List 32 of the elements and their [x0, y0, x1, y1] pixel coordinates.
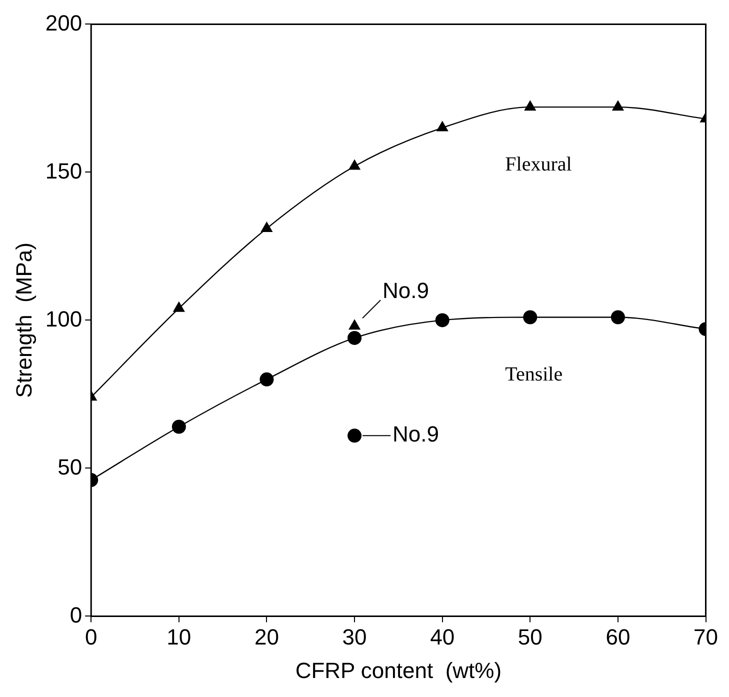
point — [524, 100, 536, 111]
text: Tensile — [505, 363, 563, 386]
annotation: No.9 — [392, 422, 440, 447]
y-axis-title: Strength (MPa) — [11, 242, 36, 398]
point — [436, 120, 448, 132]
x-tick-label: 60 — [606, 624, 630, 650]
x-tick-label: 50 — [518, 624, 542, 650]
point — [260, 221, 273, 232]
x-tick-label: 40 — [430, 624, 455, 650]
x-tick-label: 10 — [166, 624, 192, 650]
point — [523, 310, 538, 324]
y-tick-label: 50 — [58, 454, 82, 480]
annotation: No.9 — [382, 278, 430, 304]
point — [348, 428, 362, 443]
x-axis-title: CFRP content (wt%) — [295, 658, 502, 683]
point — [348, 159, 361, 170]
text: Flexural — [505, 153, 572, 176]
point — [348, 319, 361, 330]
point — [435, 313, 450, 328]
y-tick-label: 200 — [45, 10, 82, 36]
y-tick-label: 150 — [45, 158, 82, 184]
point — [172, 420, 186, 434]
y-tick-label: 0 — [70, 602, 82, 628]
point — [260, 372, 274, 386]
point — [612, 100, 624, 111]
point — [610, 310, 625, 324]
x-tick-label: 70 — [694, 624, 718, 650]
y-tick-label: 100 — [45, 306, 82, 332]
point — [348, 330, 362, 345]
point — [172, 301, 185, 312]
x-tick-label: 20 — [254, 624, 279, 650]
x-tick-label: 30 — [342, 624, 367, 650]
